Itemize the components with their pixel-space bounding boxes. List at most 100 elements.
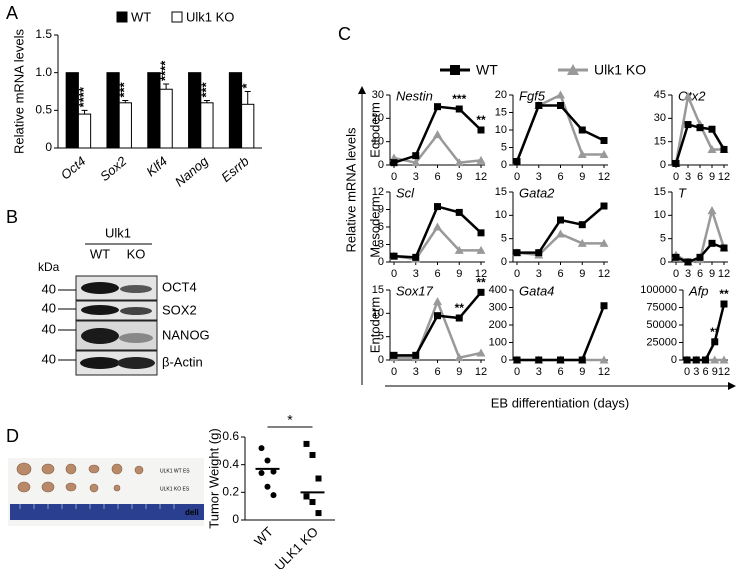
tumor: [111, 463, 123, 475]
marker: [258, 445, 265, 452]
marker: [390, 351, 398, 359]
x-tick-label: 12: [718, 366, 730, 378]
tumor: [41, 463, 55, 475]
error-bar: [122, 100, 129, 103]
marker: [390, 159, 398, 167]
marker: [599, 150, 609, 158]
chart-title: Scl: [396, 185, 415, 200]
marker: [454, 353, 464, 362]
y-tick-label: 100000: [640, 284, 677, 296]
legend-swatch: [171, 11, 183, 23]
y-tick-label: 10: [372, 136, 384, 148]
marker: [577, 238, 587, 247]
x-tick-label: 9: [712, 366, 718, 378]
x-tick-label: 12: [718, 171, 730, 183]
x-tick-label: 9: [709, 268, 715, 280]
y-tick-label: 100: [489, 336, 507, 348]
x-tick-label: 3: [693, 366, 699, 378]
series-line: [517, 205, 605, 254]
y-tick-label: 0: [378, 354, 384, 366]
marker: [684, 121, 692, 129]
bar: [147, 72, 161, 149]
marker: [600, 137, 608, 144]
x-tick-label: 9: [456, 366, 462, 378]
marker: [708, 125, 716, 133]
marker: [434, 203, 441, 211]
marker: [390, 252, 398, 260]
marker: [683, 356, 691, 364]
y-tick-label: 10: [495, 209, 507, 221]
y-tick-label: 0: [378, 256, 384, 268]
chart-title: Fgf5: [519, 88, 546, 103]
marker: [600, 202, 608, 210]
error-bar: [163, 83, 170, 90]
y-tick-label: 15: [495, 106, 507, 118]
x-tick-label: 6: [697, 171, 703, 183]
marker: [270, 468, 277, 475]
kda-marker: 40: [42, 321, 56, 336]
x-tick-label: 0: [673, 268, 679, 280]
x-tick-label: 0: [514, 268, 520, 280]
band-name: SOX2: [162, 302, 197, 317]
chart-title: Gata4: [519, 283, 554, 298]
marker: [477, 229, 485, 237]
bar: [77, 113, 92, 149]
x-tick-label: 12: [475, 171, 487, 183]
significance: **: [455, 301, 465, 315]
x-tick-label: 12: [475, 268, 487, 280]
kda-marker: 40: [42, 351, 56, 366]
marker: [708, 239, 716, 247]
y-tick-label: 50000: [646, 319, 677, 331]
band: [81, 328, 119, 344]
chart-title: Gata2: [519, 185, 555, 200]
band: [81, 305, 119, 315]
marker: [476, 155, 486, 164]
marker: [710, 355, 720, 364]
significance: ****: [158, 60, 173, 81]
marker: [719, 355, 729, 364]
x-tick-label: 9: [456, 171, 462, 183]
blot-group: Ulk1: [105, 225, 131, 240]
y-tick-label: 0: [45, 140, 52, 154]
x-tick-label: Nanog: [172, 153, 212, 190]
marker: [557, 356, 564, 364]
bar: [65, 72, 79, 149]
x-tick-label: 0: [391, 171, 397, 183]
x-tick-label: 12: [598, 366, 610, 378]
significance: **: [719, 287, 729, 301]
y-tick-label: 0: [660, 256, 666, 268]
y-tick-label: 0: [501, 256, 507, 268]
significance: ****: [76, 86, 91, 107]
tumor: [65, 463, 77, 475]
y-tick-label: 200: [489, 319, 507, 331]
y-axis-label: Relative mRNA levels: [11, 29, 26, 154]
y-tick-label: 45: [654, 89, 666, 101]
marker: [258, 469, 265, 476]
x-tick-label: Esrrb: [218, 153, 251, 184]
panel-label: D: [6, 426, 19, 446]
y-tick-label: 300: [489, 301, 507, 313]
y-tick-label: 1.0: [35, 65, 52, 79]
series-line: [515, 104, 605, 162]
y-tick-label: 10: [372, 307, 384, 319]
marker: [599, 238, 609, 247]
row-label: Ectoderm: [367, 102, 382, 158]
x-tick-label: 0: [391, 268, 397, 280]
band: [80, 357, 120, 369]
lane-label: KO: [127, 246, 146, 261]
significance: **: [476, 276, 486, 290]
band: [120, 285, 152, 293]
marker: [556, 90, 565, 99]
y-axis-label: Tumor Weight (g): [206, 428, 221, 528]
series-line: [394, 298, 482, 360]
x-tick-label: 9: [709, 171, 715, 183]
bar: [118, 102, 132, 149]
y-tick-label: 3: [378, 238, 384, 250]
x-tick-label: 9: [579, 268, 585, 280]
x-tick-label: 6: [557, 366, 563, 378]
bar: [159, 88, 173, 149]
x-tick-label: 6: [434, 268, 440, 280]
y-tick-label: 15: [654, 186, 666, 198]
chart-title: Otx2: [678, 88, 706, 103]
